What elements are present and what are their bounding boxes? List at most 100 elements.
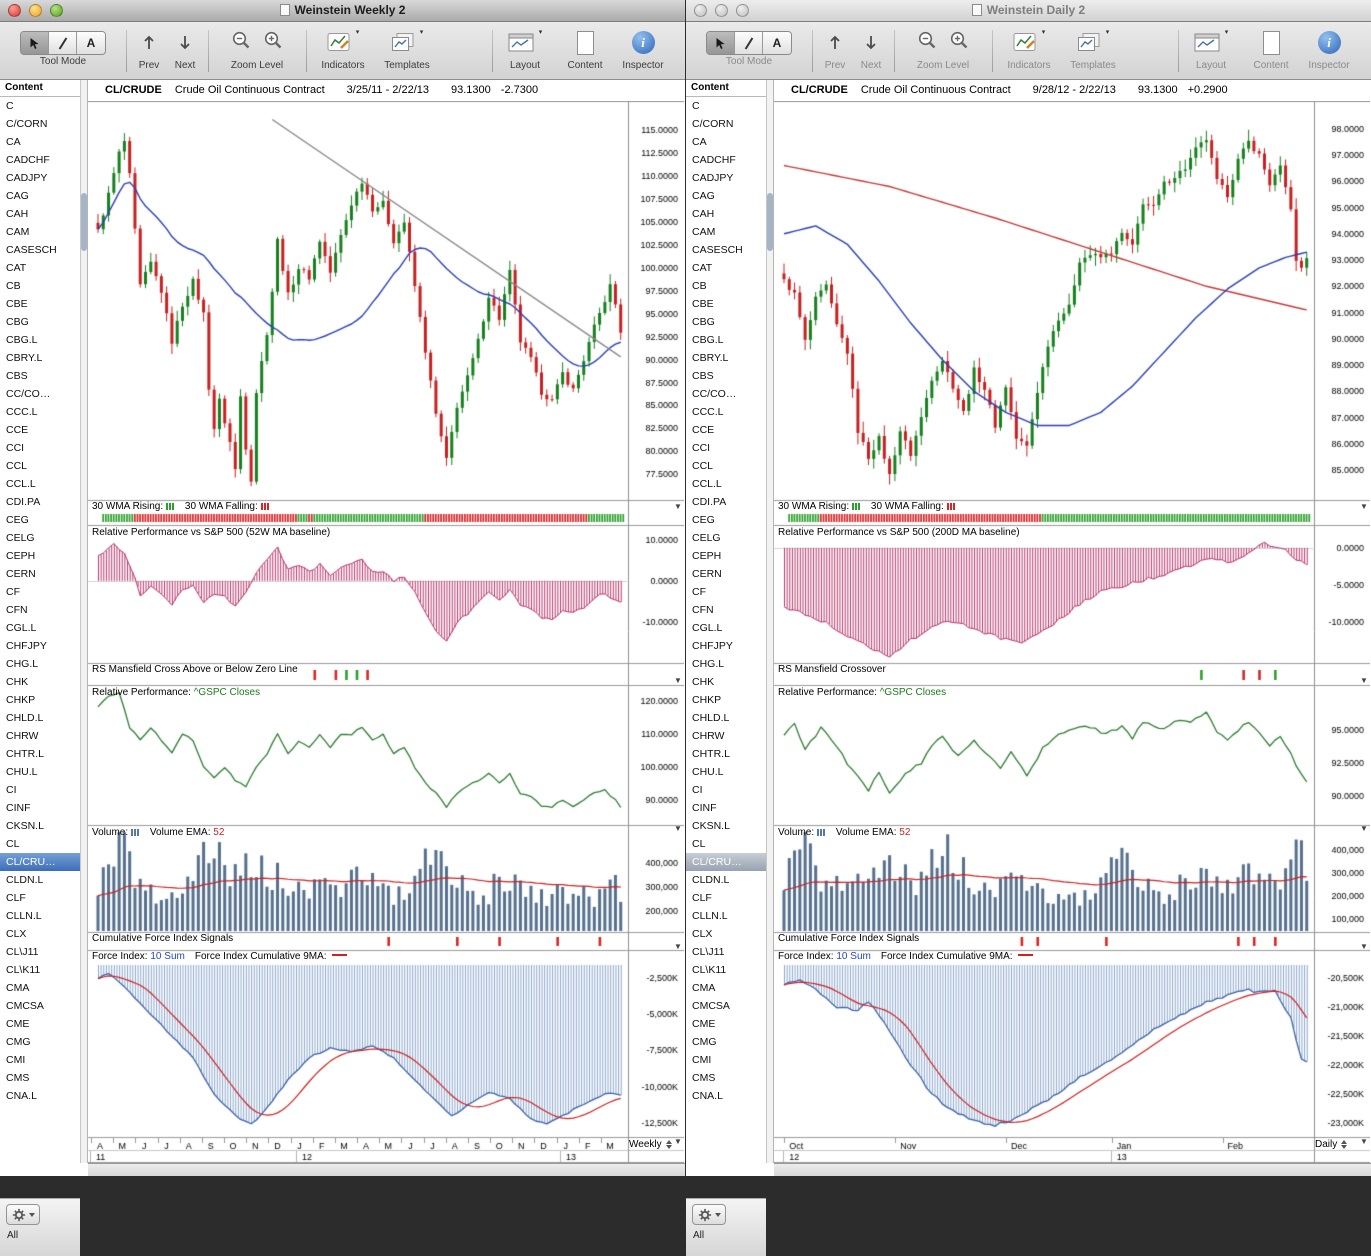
sidebar-item[interactable]: CCL [6, 460, 28, 472]
zoom-in-button[interactable] [949, 30, 969, 55]
sidebar-item[interactable]: CLF [6, 892, 26, 904]
prev-button[interactable]: Prev [132, 26, 166, 71]
sidebar-item[interactable]: CAT [692, 262, 713, 274]
inspector-button[interactable]: i Inspector [1300, 26, 1358, 71]
next-button[interactable]: Next [168, 26, 202, 71]
pane-disclosure-icon[interactable]: ▼ [674, 502, 682, 511]
sidebar-item[interactable]: CMCSA [6, 1000, 44, 1012]
sidebar-item[interactable]: CL [6, 838, 20, 850]
close-button[interactable] [694, 4, 707, 17]
pane-disclosure-icon[interactable]: ▼ [674, 824, 682, 833]
text-tool-button[interactable]: A [77, 32, 105, 54]
sidebar-item[interactable]: CEPH [692, 550, 722, 562]
content-button[interactable]: Content [560, 26, 610, 71]
sidebar-item[interactable]: CCE [692, 424, 715, 436]
sidebar-item[interactable]: CDI.PA [6, 496, 41, 508]
pointer-tool-button[interactable] [21, 32, 49, 54]
sidebar-item[interactable]: CA [6, 136, 21, 148]
timeframe-control[interactable]: Daily [1315, 1139, 1348, 1150]
pane-disclosure-icon[interactable]: ▼ [674, 676, 682, 685]
indicators-button[interactable]: ▾ Indicators [1000, 26, 1058, 71]
text-tool-button[interactable]: A [763, 32, 791, 54]
sidebar-item[interactable]: C/CORN [692, 118, 734, 130]
sidebar-item[interactable]: CBS [692, 370, 714, 382]
templates-button[interactable]: ▾ Templates [376, 26, 438, 71]
sidebar-item[interactable]: CBS [6, 370, 28, 382]
sidebar-item[interactable]: CLLN.L [692, 910, 728, 922]
sidebar-item[interactable]: CME [692, 1018, 716, 1030]
sidebar-item[interactable]: CL/CRU… [0, 853, 80, 871]
sidebar-item[interactable]: CLLN.L [6, 910, 42, 922]
sidebar-item[interactable]: CCL.L [6, 478, 36, 490]
sidebar-item[interactable]: CERN [6, 568, 36, 580]
sidebar-item[interactable]: CMG [6, 1036, 31, 1048]
close-button[interactable] [8, 4, 21, 17]
sidebar-item[interactable]: CI [692, 784, 703, 796]
sidebar-item[interactable]: CLF [692, 892, 712, 904]
sidebar-item[interactable]: CME [6, 1018, 30, 1030]
sidebar-item[interactable]: CHG.L [6, 658, 39, 670]
sidebar-item[interactable]: CNA.L [6, 1090, 37, 1102]
sidebar-item[interactable]: C [692, 100, 700, 112]
sidebar-item[interactable]: CAH [692, 208, 715, 220]
line-tool-button[interactable] [735, 32, 763, 54]
sidebar-item[interactable]: CHTR.L [692, 748, 730, 760]
sidebar-item[interactable]: CELG [692, 532, 721, 544]
sidebar-item[interactable]: CEG [6, 514, 29, 526]
sidebar-item[interactable]: CA [692, 136, 707, 148]
pointer-tool-button[interactable] [707, 32, 735, 54]
sidebar-item[interactable]: CCI [6, 442, 25, 454]
sidebar-item[interactable]: CMI [6, 1054, 26, 1066]
sidebar-item[interactable]: CF [6, 586, 20, 598]
layout-button[interactable]: ▾ Layout [1184, 26, 1238, 71]
sidebar-item[interactable]: CGL.L [692, 622, 723, 634]
sidebar-item[interactable]: CHU.L [6, 766, 38, 778]
chart-canvas[interactable] [88, 101, 684, 1163]
timeframe-stepper[interactable] [665, 1140, 672, 1149]
sidebar-item[interactable]: CBG.L [6, 334, 38, 346]
minimize-button[interactable] [29, 4, 42, 17]
titlebar[interactable]: Weinstein Daily 2 [686, 0, 1371, 22]
sidebar-item[interactable]: CMCSA [692, 1000, 730, 1012]
sidebar-item[interactable]: CKSN.L [692, 820, 730, 832]
sidebar-item[interactable]: CMS [692, 1072, 716, 1084]
sidebar-item[interactable]: CMA [6, 982, 30, 994]
sidebar-item[interactable]: CCI [692, 442, 711, 454]
indicators-button[interactable]: ▾ Indicators [314, 26, 372, 71]
sidebar-item[interactable]: CBE [692, 298, 714, 310]
sidebar-item[interactable]: CBRY.L [6, 352, 43, 364]
scrollbar-thumb[interactable] [81, 193, 87, 251]
pane-disclosure-icon[interactable]: ▼ [1360, 942, 1368, 951]
sidebar-item[interactable]: CF [692, 586, 706, 598]
sidebar-item[interactable]: CMI [692, 1054, 712, 1066]
chart-canvas[interactable] [774, 101, 1370, 1163]
prev-button[interactable]: Prev [818, 26, 852, 71]
sidebar-item[interactable]: CL/CRU… [686, 853, 766, 871]
sidebar-item[interactable]: CAG [692, 190, 715, 202]
sidebar-item[interactable]: CAM [692, 226, 716, 238]
pane-disclosure-icon[interactable]: ▼ [1360, 1137, 1368, 1146]
sidebar-item[interactable]: CHRW [692, 730, 725, 742]
sidebar-item[interactable]: CBG.L [692, 334, 724, 346]
sidebar-item[interactable]: C/CORN [6, 118, 48, 130]
sidebar-item[interactable]: CL\K11 [692, 964, 727, 976]
sidebar-item[interactable]: CHRW [6, 730, 39, 742]
sidebar-item[interactable]: CGL.L [6, 622, 37, 634]
sidebar-item[interactable]: CBRY.L [692, 352, 729, 364]
layout-button[interactable]: ▾ Layout [498, 26, 552, 71]
sidebar-item[interactable]: CL\J11 [692, 946, 725, 958]
sidebar-item[interactable]: CHG.L [692, 658, 725, 670]
sidebar-item[interactable]: CLX [6, 928, 27, 940]
sidebar-item[interactable]: CAT [6, 262, 27, 274]
sidebar-item[interactable]: CL [692, 838, 706, 850]
sidebar-item[interactable]: CFN [6, 604, 28, 616]
sidebar-item[interactable]: CHLD.L [6, 712, 44, 724]
zoom-out-button[interactable] [917, 30, 937, 55]
sidebar-scrollbar[interactable] [80, 80, 88, 1163]
sidebar-item[interactable]: CCC.L [692, 406, 724, 418]
sidebar-item[interactable]: CERN [692, 568, 722, 580]
sidebar-item[interactable]: CNA.L [692, 1090, 723, 1102]
sidebar-item[interactable]: CAM [6, 226, 30, 238]
gear-button[interactable] [6, 1204, 40, 1225]
pane-disclosure-icon[interactable]: ▼ [1360, 502, 1368, 511]
